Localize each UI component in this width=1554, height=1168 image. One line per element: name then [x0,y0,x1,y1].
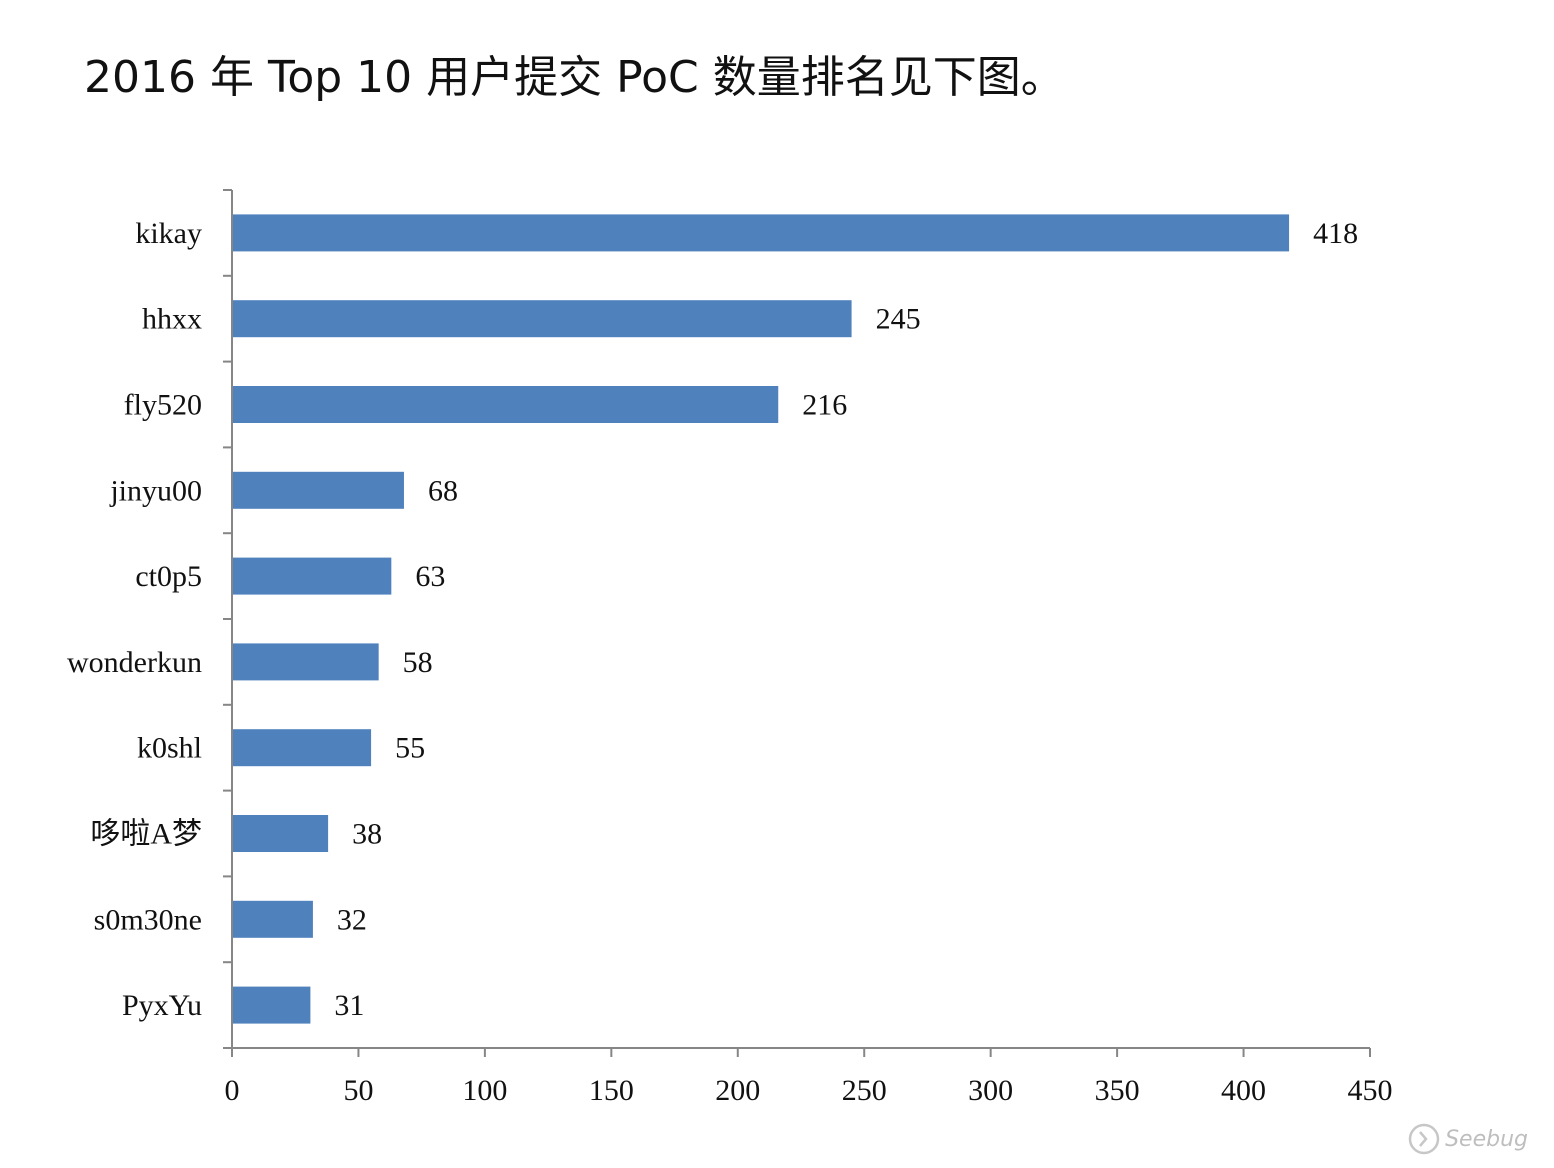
x-tick-label: 350 [1095,1074,1140,1107]
x-tick-label: 250 [842,1074,887,1107]
data-label: 31 [334,989,364,1022]
x-tick-label: 400 [1221,1074,1266,1107]
bar [233,815,329,852]
data-label: 32 [337,903,367,936]
category-label: hhxx [142,303,202,336]
x-tick-label: 100 [462,1074,507,1107]
x-tick-label: 200 [715,1074,760,1107]
data-label: 418 [1313,217,1358,250]
category-label: 哆啦A梦 [90,818,202,851]
category-label: fly520 [124,389,202,422]
chart-labels: 0 50 100 150 200 250 300 350 400 450 kikay 418 hhxx 2… [67,217,1392,1107]
page-title: 2016 年 Top 10 用户提交 PoC 数量排名见下图。 [84,52,1065,103]
bar [233,471,404,509]
bar [233,386,779,423]
data-label: 55 [395,732,425,765]
data-label: 68 [428,474,458,507]
bar [233,900,313,938]
chart-bars [233,214,1290,1024]
chart-axes [223,189,1371,1057]
bar [233,643,379,681]
category-label: jinyu00 [109,474,202,507]
data-label: 216 [802,389,847,422]
category-label: wonderkun [67,646,202,679]
category-label: kikay [135,217,202,250]
bar [233,214,1290,252]
category-label: ct0p5 [135,560,202,593]
x-tick-label: 0 [225,1074,240,1107]
data-label: 245 [876,303,921,336]
bar [233,300,852,338]
bar [233,986,311,1024]
x-tick-label: 150 [589,1074,634,1107]
category-label: s0m30ne [94,903,202,936]
seebug-watermark: Seebug [1407,1122,1528,1156]
bar [233,557,392,595]
data-label: 58 [403,646,433,679]
data-label: 38 [352,818,382,851]
watermark-text: Seebug [1445,1126,1528,1152]
category-label: PyxYu [122,989,202,1022]
category-label: k0shl [137,732,202,765]
x-tick-label: 450 [1348,1074,1393,1107]
x-tick-label: 50 [343,1074,373,1107]
seebug-logo-icon [1408,1123,1440,1155]
data-label: 63 [415,560,445,593]
x-tick-label: 300 [968,1074,1013,1107]
bar [233,729,372,767]
